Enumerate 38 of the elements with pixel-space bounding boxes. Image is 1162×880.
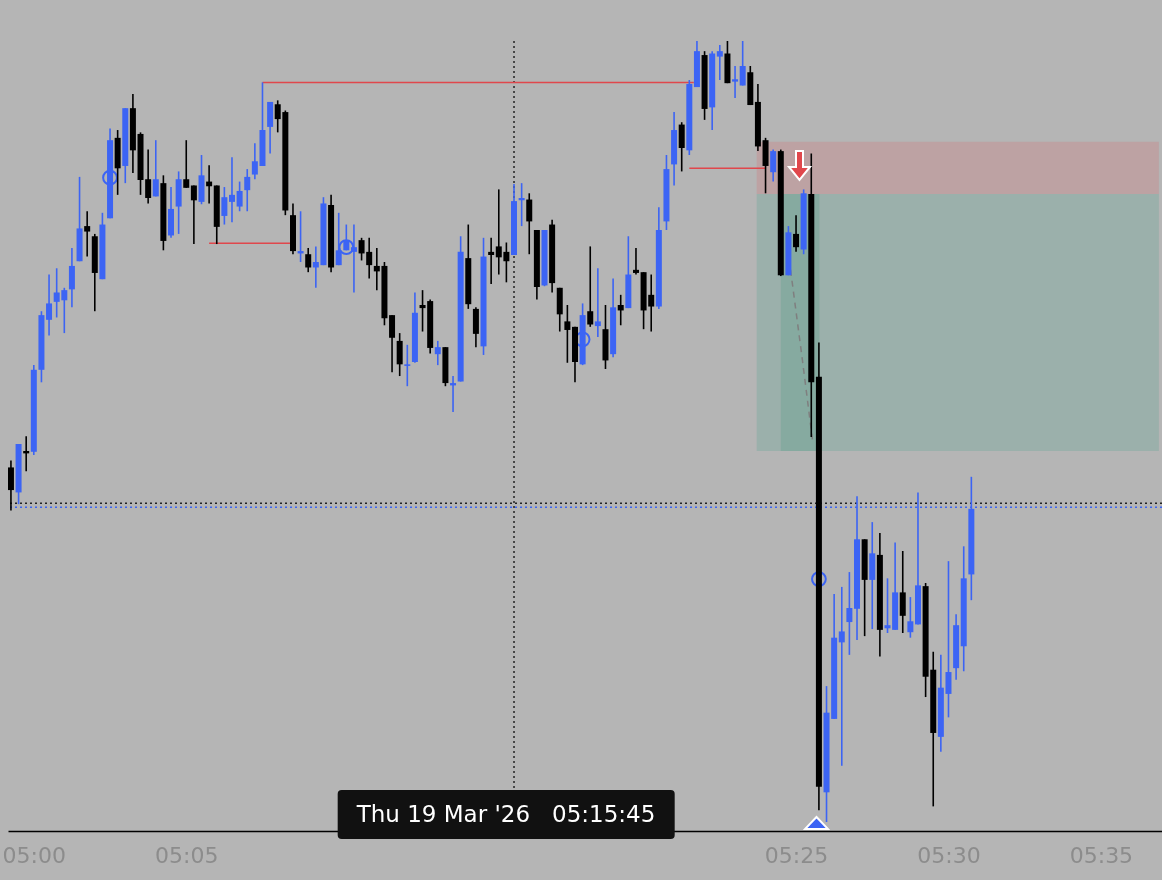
candlestick	[732, 65, 739, 99]
candlestick	[526, 192, 533, 256]
candlestick	[404, 344, 411, 387]
candlestick	[770, 148, 777, 183]
candlestick	[594, 267, 601, 338]
candlestick	[343, 223, 350, 252]
point	[338, 239, 355, 256]
point	[811, 571, 827, 587]
candlestick	[8, 459, 14, 512]
candlestick	[305, 247, 312, 273]
candlestick	[907, 596, 914, 639]
candlestick	[152, 139, 159, 198]
candlestick	[564, 304, 571, 364]
candlestick	[488, 237, 495, 285]
candlestick	[389, 314, 396, 373]
candlestick	[434, 340, 441, 366]
candlestick	[587, 245, 594, 328]
candlestick	[617, 294, 624, 327]
candlestick	[678, 121, 685, 173]
candlestick	[190, 184, 197, 245]
ref-line-label: Thu 19 Mar '26 05:15:45	[337, 790, 675, 839]
candlestick	[183, 139, 190, 189]
candlestick	[236, 180, 243, 213]
candlestick	[46, 273, 53, 337]
candlestick	[846, 571, 853, 656]
candlestick	[84, 210, 91, 258]
candlestick	[899, 550, 906, 634]
candlestick	[396, 332, 403, 377]
candlestick	[793, 214, 800, 253]
candlestick	[838, 586, 845, 767]
candlestick	[68, 247, 75, 309]
candlestick	[632, 247, 639, 276]
point	[102, 169, 118, 186]
candlestick	[244, 168, 251, 213]
candlestick	[228, 156, 235, 223]
candlestick	[739, 41, 746, 87]
candlestick	[716, 44, 723, 81]
candlestick	[221, 186, 228, 226]
